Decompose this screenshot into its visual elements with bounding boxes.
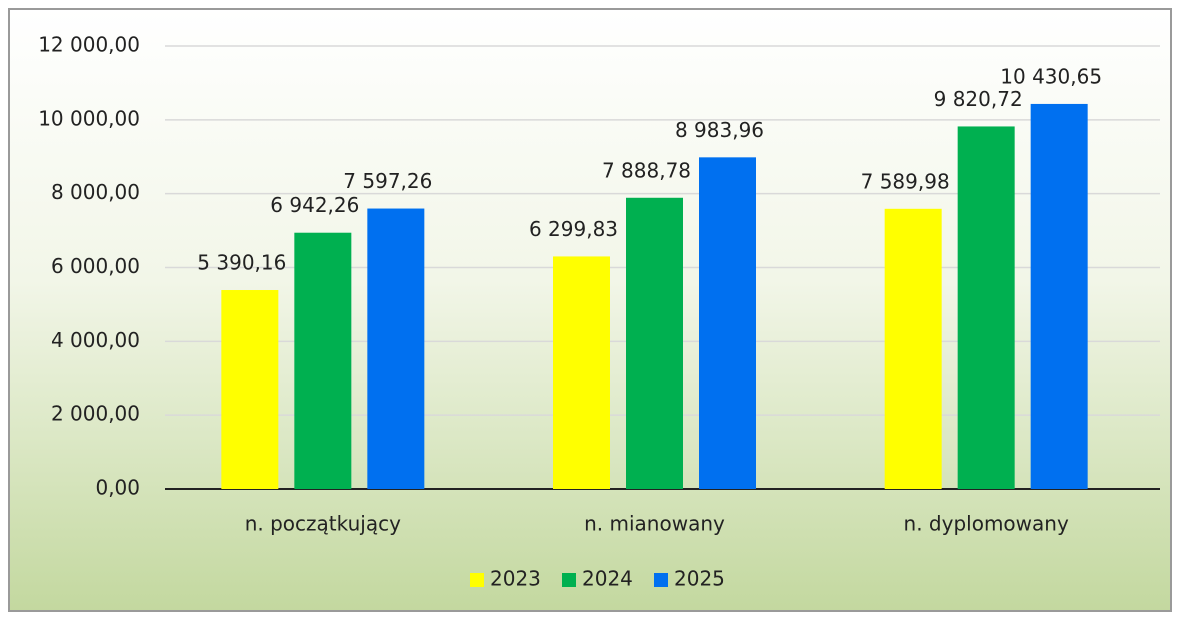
legend-swatch (654, 573, 668, 587)
x-tick-label: n. początkujący (245, 512, 401, 536)
x-tick-label: n. mianowany (584, 512, 725, 536)
legend-swatch (470, 573, 484, 587)
y-tick-label: 8 000,00 (51, 180, 140, 204)
bar (699, 157, 756, 489)
x-tick-label: n. dyplomowany (904, 512, 1069, 536)
value-label: 7 888,78 (602, 158, 691, 182)
value-label: 6 299,83 (529, 217, 618, 241)
value-label: 6 942,26 (270, 193, 359, 217)
bar (294, 232, 352, 489)
y-tick-label: 10 000,00 (38, 106, 140, 130)
y-tick-label: 6 000,00 (51, 254, 140, 278)
bar (221, 290, 279, 489)
y-tick-label: 4 000,00 (51, 328, 140, 352)
legend-label: 2023 (490, 567, 541, 591)
bar (1030, 103, 1088, 489)
value-label: 10 430,65 (1000, 64, 1102, 88)
y-tick-label: 0,00 (95, 476, 140, 500)
bar (553, 256, 610, 489)
value-label: 7 589,98 (861, 169, 950, 193)
legend-swatch (562, 573, 576, 587)
bar (367, 208, 425, 489)
value-label: 9 820,72 (934, 87, 1023, 111)
legend-label: 2025 (674, 567, 725, 591)
y-tick-label: 12 000,00 (38, 33, 140, 57)
bar (884, 208, 942, 490)
value-label: 7 597,26 (343, 169, 432, 193)
bar (957, 126, 1015, 489)
y-tick-label: 2 000,00 (51, 402, 140, 426)
value-label: 5 390,16 (197, 251, 286, 275)
value-label: 8 983,96 (675, 118, 764, 142)
bar (626, 197, 683, 490)
legend-label: 2024 (582, 567, 633, 591)
